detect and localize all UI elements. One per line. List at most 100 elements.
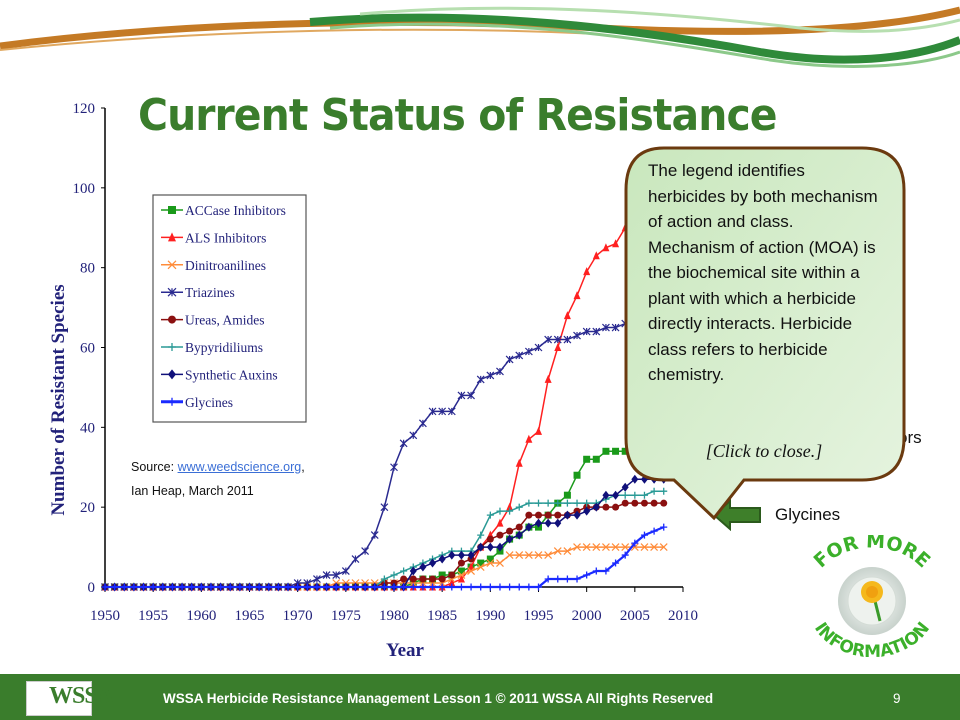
data-point xyxy=(506,583,514,591)
data-point xyxy=(515,551,524,559)
data-point xyxy=(582,543,591,552)
data-point xyxy=(419,575,427,583)
data-point xyxy=(486,511,494,519)
data-point xyxy=(380,583,388,591)
data-point xyxy=(621,499,629,507)
legend-label: Triazines xyxy=(185,285,235,300)
data-point xyxy=(197,583,205,591)
for-more-information-button[interactable]: FOR MORE INFORMATION xyxy=(800,535,945,665)
data-point xyxy=(563,311,571,320)
data-point xyxy=(592,251,600,260)
x-tick-label: 1995 xyxy=(524,608,554,624)
data-point xyxy=(553,335,562,344)
svg-text:FOR MORE: FOR MORE xyxy=(810,535,935,572)
x-tick-label: 1985 xyxy=(427,608,457,624)
data-point xyxy=(390,583,398,591)
x-tick-label: 2005 xyxy=(620,608,650,624)
data-point xyxy=(631,474,639,484)
dandelion-icon xyxy=(861,581,883,622)
data-point xyxy=(592,327,601,336)
data-point xyxy=(631,499,639,507)
data-point xyxy=(660,499,668,507)
data-point xyxy=(400,575,408,583)
data-point xyxy=(573,471,581,479)
data-point xyxy=(544,575,552,583)
source-link[interactable]: www.weedscience.org xyxy=(177,460,302,474)
data-point xyxy=(602,503,610,511)
data-point xyxy=(563,491,571,499)
data-point xyxy=(602,323,610,332)
data-point xyxy=(506,527,514,535)
close-callout-link[interactable]: [Click to close.] xyxy=(705,441,823,461)
data-point xyxy=(457,550,465,560)
data-point xyxy=(429,583,437,591)
legend-item: Glycines xyxy=(161,395,233,410)
arrow-left-icon xyxy=(712,499,761,531)
wssa-logo: WSSA xyxy=(26,681,114,716)
data-point xyxy=(506,502,514,511)
header-swoosh-decoration xyxy=(0,6,960,68)
data-point xyxy=(361,547,370,555)
data-point xyxy=(525,511,533,519)
data-point xyxy=(524,347,533,356)
data-point xyxy=(554,499,562,507)
y-tick-label: 60 xyxy=(80,341,95,357)
data-point xyxy=(535,518,542,528)
data-point xyxy=(563,547,572,555)
data-point xyxy=(476,563,485,571)
legend-label: Dinitroanilines xyxy=(185,258,266,273)
data-point xyxy=(612,447,620,455)
data-point xyxy=(602,243,610,252)
legend-label: Glycines xyxy=(185,395,233,410)
data-point xyxy=(563,499,571,507)
page-number: 9 xyxy=(893,691,901,706)
footer-copyright: WSSA Herbicide Resistance Management Les… xyxy=(163,691,714,706)
data-point xyxy=(438,571,446,579)
data-point xyxy=(640,543,649,552)
data-point xyxy=(592,455,600,463)
legend-label: Bypyridiliums xyxy=(185,340,263,355)
callout-text: The legend identifies herbicides by both… xyxy=(648,161,878,384)
x-tick-label: 1950 xyxy=(90,608,120,624)
data-point xyxy=(477,531,485,539)
data-point xyxy=(342,583,350,591)
data-point xyxy=(390,571,398,579)
data-point xyxy=(612,503,620,511)
data-point xyxy=(602,447,610,455)
data-point xyxy=(592,567,600,575)
data-point xyxy=(544,499,552,507)
data-point xyxy=(660,487,668,495)
data-point xyxy=(515,530,523,540)
data-point xyxy=(168,583,176,591)
y-tick-label: 40 xyxy=(80,420,95,436)
info-callout[interactable] xyxy=(624,146,909,526)
data-point xyxy=(506,534,514,544)
data-point xyxy=(409,575,417,583)
glycines-label: Glycines xyxy=(775,505,841,524)
data-point xyxy=(255,583,263,591)
data-point xyxy=(535,426,542,435)
data-point xyxy=(419,583,427,591)
source-line: Source: www.weedscience.org, xyxy=(131,460,305,474)
legend-item: Dinitroanilines xyxy=(161,258,266,273)
data-point xyxy=(178,583,186,591)
data-point xyxy=(448,583,456,591)
data-point xyxy=(573,510,581,520)
data-point xyxy=(429,558,437,568)
x-tick-label: 1955 xyxy=(138,608,168,624)
x-tick-label: 1960 xyxy=(186,608,216,624)
data-point xyxy=(525,499,533,507)
data-point xyxy=(496,531,504,539)
data-point xyxy=(525,434,533,443)
data-point xyxy=(583,455,591,463)
source-comma: , xyxy=(301,460,305,474)
data-point xyxy=(573,499,581,507)
y-tick-label: 80 xyxy=(80,261,95,277)
y-axis-label: Number of Resistant Species xyxy=(48,284,69,515)
data-point xyxy=(496,507,504,515)
data-point xyxy=(660,523,668,531)
data-point xyxy=(554,511,562,519)
x-tick-label: 2010 xyxy=(668,608,698,624)
data-point xyxy=(418,419,427,428)
data-point xyxy=(554,518,562,528)
